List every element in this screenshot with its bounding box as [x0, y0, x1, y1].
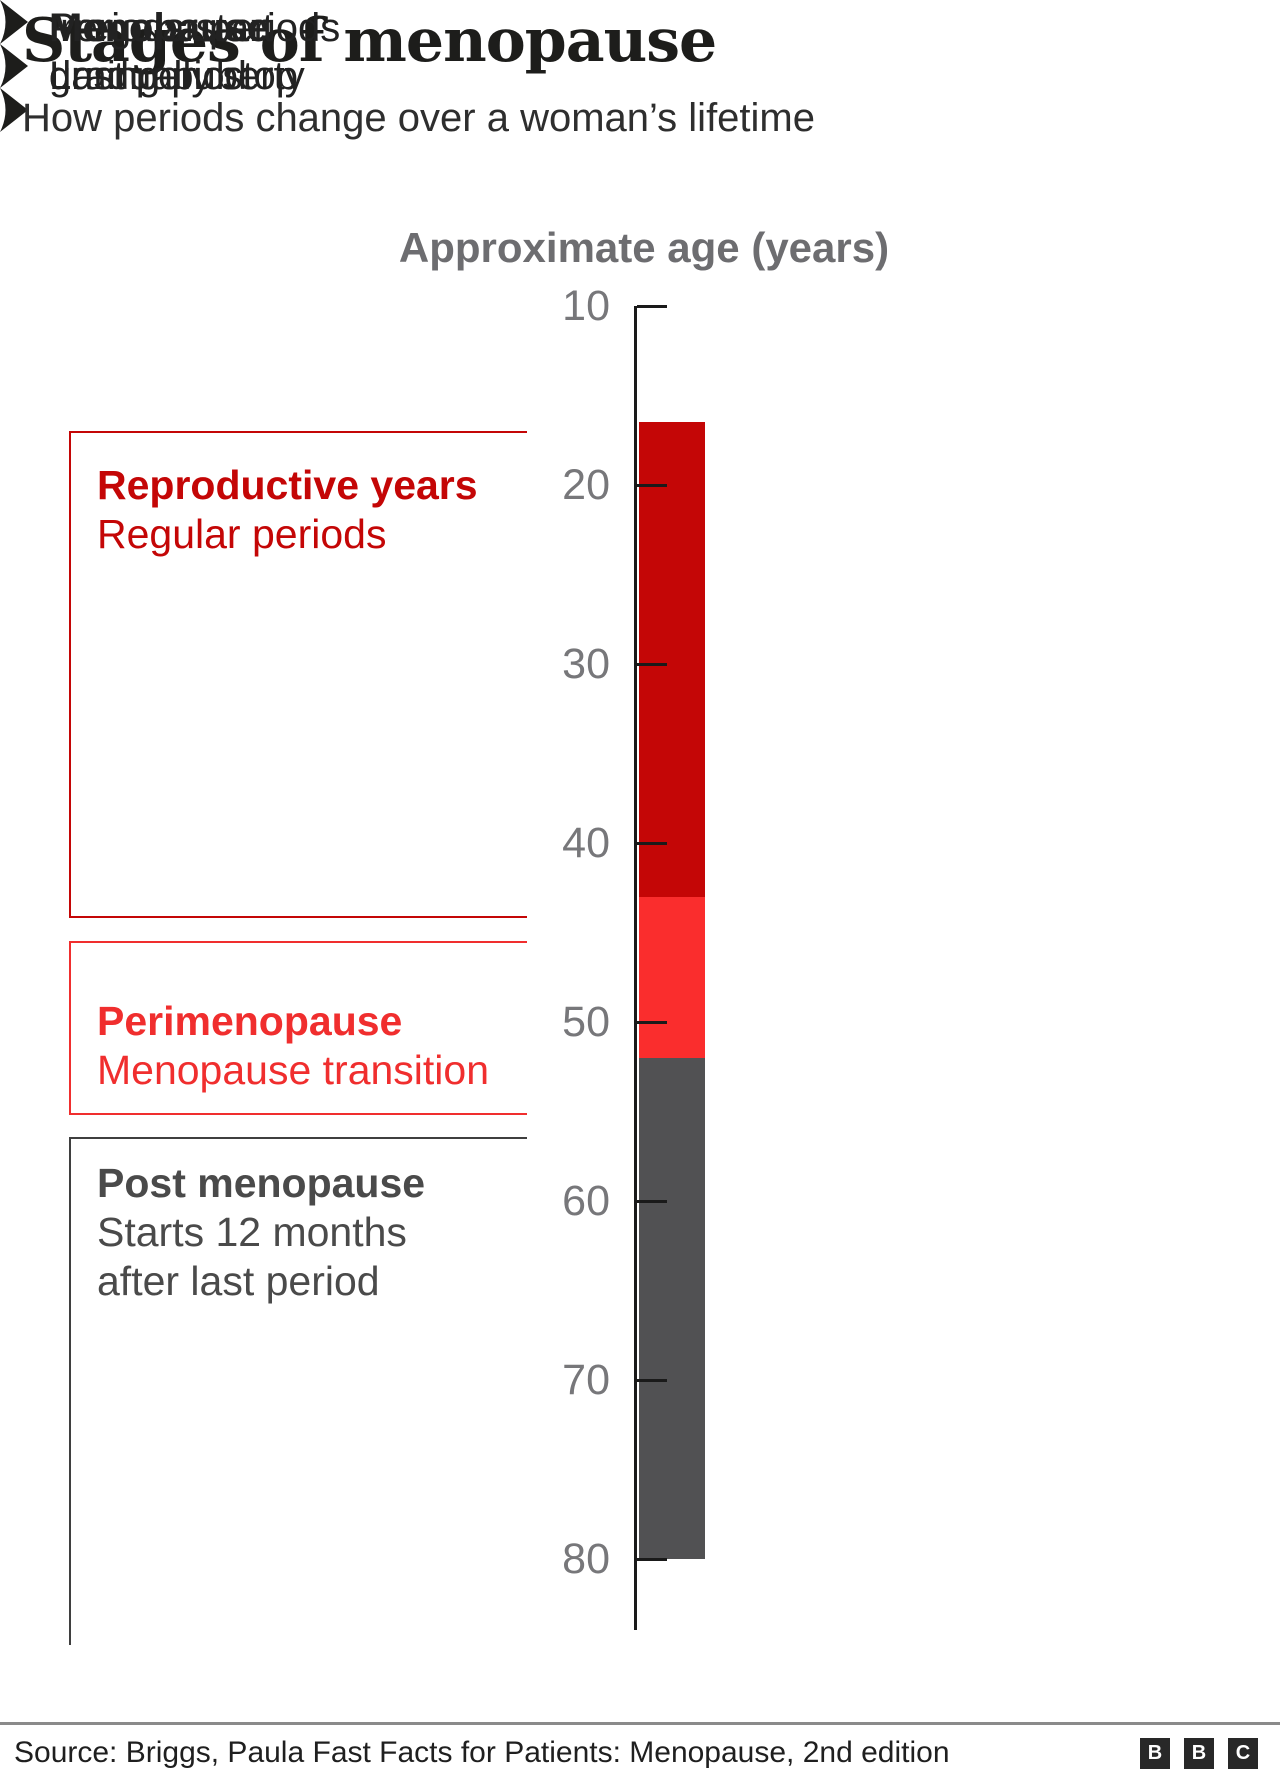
- footer-divider: [0, 1722, 1280, 1725]
- annotation-2: Irregular periods gradually stop: [0, 6, 1280, 98]
- annotation-line: gradually stop: [49, 54, 299, 98]
- bar-segment-2: [639, 897, 705, 1058]
- tick-mark-40: [637, 842, 667, 845]
- tick-mark-80: [637, 1558, 667, 1561]
- logo-block-c: C: [1228, 1738, 1258, 1769]
- tick-label-70: 70: [562, 1356, 610, 1404]
- stage-label-heading: Post menopause: [97, 1160, 426, 1206]
- tick-mark-10: [637, 305, 667, 308]
- stage-label-heading: Reproductive years: [97, 462, 478, 508]
- logo-block-b: B: [1184, 1738, 1214, 1769]
- annotation-line: Irregular periods: [49, 6, 341, 50]
- tick-label-80: 80: [562, 1535, 610, 1583]
- tick-mark-50: [637, 1021, 667, 1024]
- bar-segment-1: [639, 422, 705, 897]
- stage-box-2: [69, 941, 527, 1115]
- bar-segment-3: [639, 1058, 705, 1559]
- annotation-line: Last period: [49, 54, 247, 98]
- logo-block-b: B: [1140, 1738, 1170, 1769]
- tick-label-10: 10: [562, 282, 610, 330]
- annotation-line: Periods start: [49, 6, 274, 50]
- tick-mark-30: [637, 663, 667, 666]
- stage-label-subtext: Regular periods: [97, 511, 387, 557]
- tick-label-50: 50: [562, 998, 610, 1046]
- tick-label-40: 40: [562, 819, 610, 867]
- tick-mark-60: [637, 1200, 667, 1203]
- annotation-3: Menopause Last period: [0, 6, 1280, 132]
- tick-mark-70: [637, 1379, 667, 1382]
- annotation-line: during puberty: [49, 54, 305, 98]
- stage-label-1: Reproductive years Regular periods: [97, 461, 478, 559]
- stage-label-3: Post menopause Starts 12 months after last…: [97, 1159, 425, 1306]
- stage-label-heading: Perimenopause: [97, 998, 403, 1044]
- page-title: Stages of menopause: [22, 6, 717, 76]
- annotation-arrow-icon: [0, 0, 28, 44]
- age-axis-line: [634, 306, 637, 1630]
- axis-title: Approximate age (years): [398, 224, 890, 271]
- source-credit: Source: Briggs, Paula Fast Facts for Pat…: [14, 1736, 950, 1769]
- tick-label-20: 20: [562, 461, 610, 509]
- annotation-text: Irregular periods gradually stop: [49, 4, 340, 100]
- annotation-1: Periods start during puberty: [0, 0, 1280, 98]
- stage-box-3: [69, 1137, 527, 1645]
- stage-label-subtext: Menopause transition: [97, 1047, 490, 1093]
- annotation-arrow-icon: [0, 88, 28, 132]
- page-subtitle: How periods change over a woman’s lifeti…: [22, 96, 815, 140]
- tick-label-30: 30: [562, 640, 610, 688]
- annotation-text: Menopause Last period: [49, 4, 269, 100]
- annotation-line: Menopause: [49, 6, 270, 50]
- annotation-arrow-icon: [0, 44, 28, 88]
- chart-area: 10 20 30 40 50 60 70 80 Periods start during pube…: [0, 0, 1280, 1645]
- tick-label-60: 60: [562, 1177, 610, 1225]
- stage-label-2: Perimenopause Menopause transition: [97, 997, 489, 1095]
- annotation-text: Periods start during puberty: [49, 4, 305, 100]
- stage-label-subtext: after last period: [97, 1258, 380, 1304]
- tick-mark-20: [637, 484, 667, 487]
- stage-box-1: [69, 431, 527, 918]
- stage-label-subtext: Starts 12 months: [97, 1209, 407, 1255]
